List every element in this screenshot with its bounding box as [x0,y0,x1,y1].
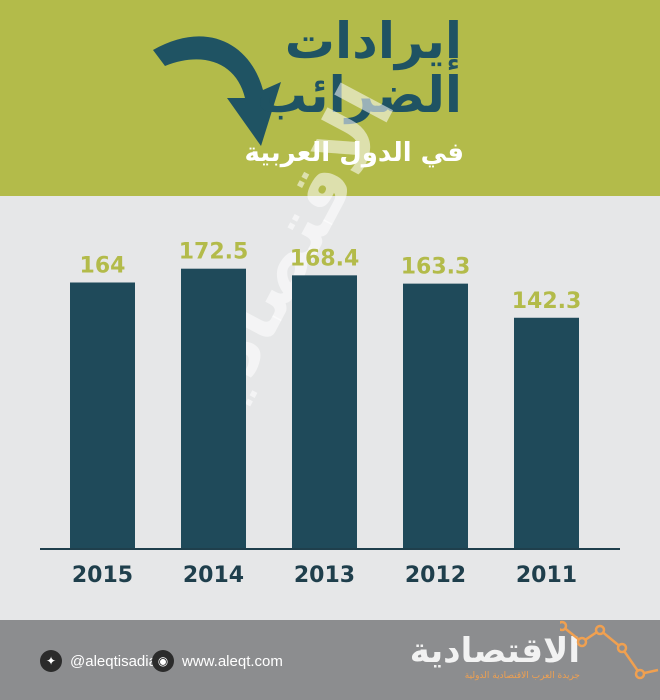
website-link[interactable]: ◉ www.aleqt.com [152,650,283,672]
logo-tagline: جريدة العرب الاقتصادية الدولية [464,671,580,681]
bar-2014 [181,268,246,549]
twitter-link[interactable]: ✦ @aleqtisadiah [40,650,165,672]
value-label-2015: 164 [80,254,126,279]
header-banner: إيرادات الضرائب في الدول العربية [0,0,660,196]
bar-chart: 164 2015 172.5 2014 168.4 2013 163.3 2012 142.3 2… [40,240,620,588]
logo: الاقتصادية جريدة العرب الاقتصادية الدولي… [410,634,580,681]
twitter-icon: ✦ [40,650,62,672]
value-label-2013: 168.4 [290,246,360,271]
value-label-2011: 142.3 [512,289,582,314]
curved-arrow-icon [153,36,281,147]
subtitle: في الدول العربية [244,138,464,168]
title-line-2: الضرائب [256,66,462,124]
bar-2011 [514,317,579,549]
x-tick-2015: 2015 [72,563,133,588]
bar-2015 [70,282,135,549]
bar-2013 [292,275,357,549]
value-label-2014: 172.5 [179,240,249,265]
x-tick-2011: 2011 [516,563,577,588]
logo-name: الاقتصادية [409,631,580,671]
website-url: www.aleqt.com [182,652,283,670]
x-tick-2013: 2013 [294,563,355,588]
footer: ✦ @aleqtisadiah ◉ www.aleqt.com الاقتصاد… [0,620,660,700]
value-label-2012: 163.3 [401,255,471,280]
line-chart-decoration [560,620,659,680]
globe-icon: ◉ [152,650,174,672]
bar-2012 [403,283,468,549]
twitter-handle: @aleqtisadiah [70,652,166,670]
title-line-1: إيرادات [284,12,462,70]
x-tick-2014: 2014 [183,563,244,588]
x-tick-2012: 2012 [405,563,466,588]
